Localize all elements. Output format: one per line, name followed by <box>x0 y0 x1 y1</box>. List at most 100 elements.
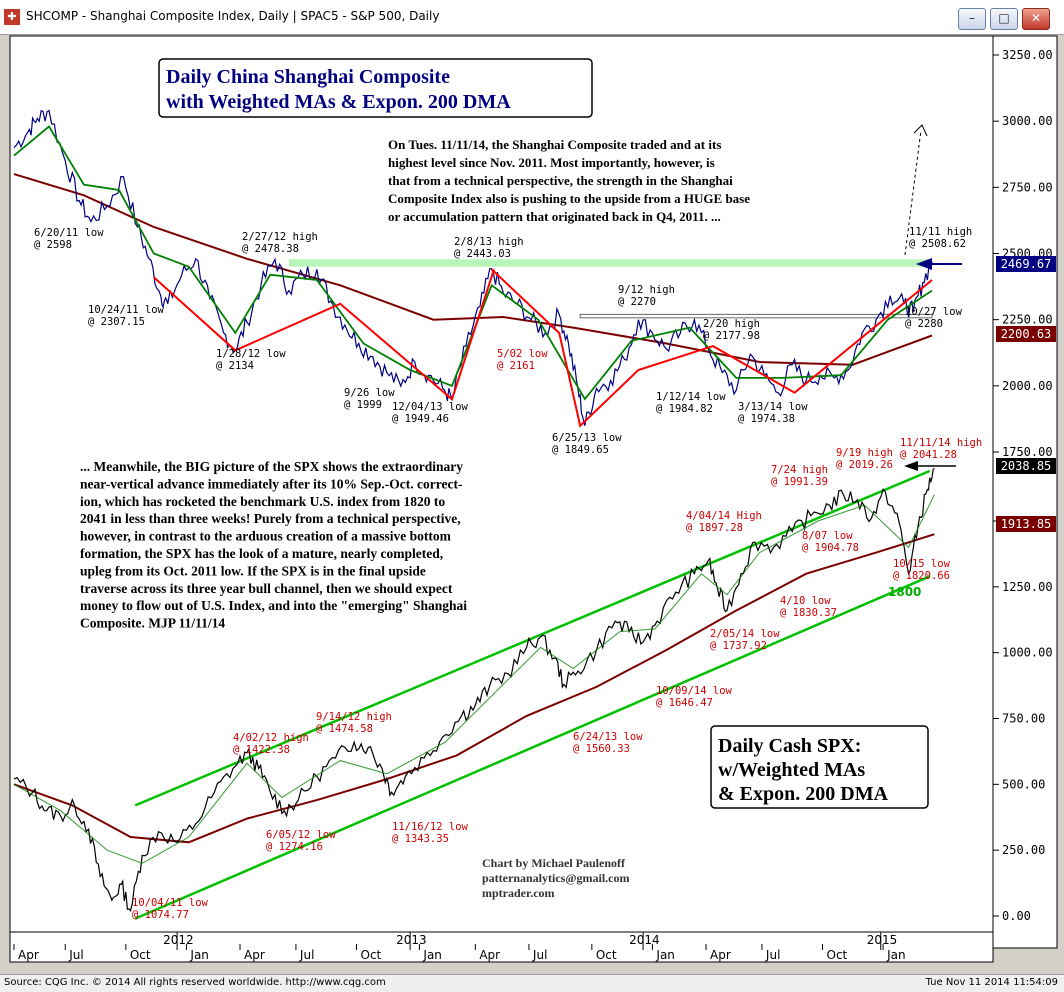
shanghai-annotation-label: 2/27/12 high <box>242 231 318 243</box>
x-axis-month-label: Jul <box>532 948 547 962</box>
spx-annotation-label: 9/14/12 high <box>316 711 392 723</box>
shanghai-commentary-line: On Tues. 11/11/14, the Shanghai Composit… <box>388 137 721 152</box>
spx-y-tick-label: 250.00 <box>1002 843 1045 857</box>
spx-annotation-label: @ 1991.39 <box>771 476 828 488</box>
credit-line: Chart by Michael Paulenoff <box>482 856 626 870</box>
maximize-icon[interactable]: □ <box>990 8 1018 30</box>
window-title: SHCOMP - Shanghai Composite Index, Daily… <box>26 9 440 23</box>
spx-annotation-label: 6/05/12 low <box>266 829 336 841</box>
x-axis-year-label: 2014 <box>629 933 660 947</box>
shanghai-series <box>13 109 933 426</box>
spx-annotation-label: @ 1422.38 <box>233 744 290 756</box>
x-axis-year-label: 2013 <box>396 933 427 947</box>
shanghai-annotations: 6/20/11 low@ 2598 10/24/11 low@ 2307.15 2/… <box>34 226 972 456</box>
spx-annotation-label: @ 1474.58 <box>316 723 373 735</box>
spx-channel-upper <box>134 469 931 807</box>
spx-annotation-label: 4/02/12 high <box>233 732 309 744</box>
shanghai-annotation-label: 6/25/13 low <box>552 432 622 444</box>
spx-channel-lower <box>134 575 931 920</box>
shanghai-annotation-label: @ 2307.15 <box>88 316 145 328</box>
shanghai-y-tick-label: 2250.00 <box>1002 313 1053 327</box>
shanghai-annotation-label: @ 2598 <box>34 239 72 251</box>
x-axis-year-label: 2012 <box>163 933 194 947</box>
x-axis-month-label: Jan <box>422 948 442 962</box>
shanghai-annotation-label: @ 1849.65 <box>552 444 609 456</box>
spx-title-line-2: w/Weighted MAs <box>718 759 865 781</box>
spx-annotation-label: 10/09/14 low <box>656 685 733 697</box>
spx-commentary-line: upleg from its Oct. 2011 low. If the SPX… <box>80 563 426 578</box>
shanghai-annotation-label: @ 2270 <box>618 296 656 308</box>
status-bar: Source: CQG Inc. © 2014 All rights reser… <box>0 974 1064 992</box>
spx-series <box>13 467 935 912</box>
shanghai-annotation-label: 9/12 high <box>618 284 675 296</box>
close-icon[interactable]: ✕ <box>1022 8 1050 30</box>
spx-title-box: Daily Cash SPX: w/Weighted MAs & Expon. … <box>710 725 929 809</box>
shanghai-annotation-label: @ 2134 <box>216 360 254 372</box>
shanghai-price-arrow-icon <box>916 258 962 270</box>
spx-annotation-label: 9/19 high <box>836 447 893 459</box>
shanghai-annotation-label: @ 2161 <box>497 360 535 372</box>
cqg-app-icon: ✚ <box>4 9 20 25</box>
shanghai-annotation-label: 1/28/12 low <box>216 348 286 360</box>
spx-commentary-line: traverse across its three year bull chan… <box>80 581 453 596</box>
x-axis-month-label: Apr <box>479 948 500 962</box>
shanghai-ema-tag: 2200.63 <box>996 326 1056 342</box>
spx-annotation-label: @ 1560.33 <box>573 743 630 755</box>
shanghai-annotation-label: 9/26 low <box>344 387 395 399</box>
spx-ema-tag: 1913.85 <box>996 516 1056 532</box>
spx-annotation-label: 11/11/14 high <box>900 437 982 449</box>
spx-annotations: 10/04/11 low@ 1074.77 4/02/12 high@ 1422.… <box>132 437 982 921</box>
x-axis-month-label: Oct <box>130 948 151 962</box>
shanghai-commentary-line: highest level since Nov. 2011. Most impo… <box>388 155 715 170</box>
shanghai-y-tick-label: 2000.00 <box>1002 379 1053 393</box>
x-axis-year-label: 2015 <box>867 933 898 947</box>
shanghai-annotation-label: @ 1999 <box>344 399 382 411</box>
x-axis-month-label: Jan <box>655 948 675 962</box>
shanghai-annotation-label: 10/24/11 low <box>88 304 165 316</box>
shanghai-annotation-label: 3/13/14 low <box>738 401 808 413</box>
minimize-icon[interactable]: – <box>958 8 986 30</box>
spx-annotation-label: @ 1074.77 <box>132 909 189 921</box>
spx-commentary-line: however, in contrast to the arduous crea… <box>80 529 452 544</box>
status-timestamp: Tue Nov 11 2014 11:54:09 <box>925 977 1058 988</box>
shanghai-y-tick-label: 2750.00 <box>1002 180 1053 194</box>
shanghai-annotation-label: @ 2280 <box>905 318 943 330</box>
credit-line: mptrader.com <box>482 886 555 900</box>
shanghai-annotation-label: 2/20 high <box>703 318 760 330</box>
shanghai-commentary: On Tues. 11/11/14, the Shanghai Composit… <box>388 137 750 224</box>
x-axis-month-label: Jul <box>299 948 314 962</box>
spx-price-arrow-icon <box>904 461 956 471</box>
spx-price-line <box>13 467 935 912</box>
spx-ema200-line <box>13 533 935 844</box>
shanghai-last-price-tag: 2469.67 <box>996 256 1056 272</box>
spx-annotation-label: 4/04/14 High <box>686 510 762 522</box>
shanghai-annotation-label: @ 2177.98 <box>703 330 760 342</box>
spx-annotation-label: 11/16/12 low <box>392 821 469 833</box>
shanghai-annotation-label: @ 2508.62 <box>909 238 966 250</box>
spx-y-tick-label: 0.00 <box>1002 909 1031 923</box>
spx-annotation-label: @ 1646.47 <box>656 697 713 709</box>
spx-ema-value: 1913.85 <box>1001 517 1052 531</box>
shanghai-last-price: 2469.67 <box>1001 257 1052 271</box>
spx-commentary-line: Composite. MJP 11/11/14 <box>80 616 225 631</box>
shanghai-trendline <box>153 269 495 402</box>
spx-annotation-label: @ 1343.35 <box>392 833 449 845</box>
x-axis-month-label: Oct <box>827 948 848 962</box>
spx-annotation-label: @ 1737.92 <box>710 640 767 652</box>
shanghai-annotation-label: @ 1949.46 <box>392 413 449 425</box>
shanghai-y-tick-label: 1750.00 <box>1002 445 1053 459</box>
shanghai-y-tick-label: 3250.00 <box>1002 48 1053 62</box>
shanghai-annotation-label: @ 2478.38 <box>242 243 299 255</box>
x-axis-month-label: Jul <box>68 948 83 962</box>
spx-annotation-label: 6/24/13 low <box>573 731 643 743</box>
shanghai-annotation-label: 12/04/13 low <box>392 401 469 413</box>
shanghai-trendlines <box>153 268 933 428</box>
resistance-zone <box>288 259 933 267</box>
shanghai-annotation-label: 5/02 low <box>497 348 548 360</box>
spx-commentary-line: near-vertical advance immediately after … <box>80 476 463 491</box>
shanghai-annotation-label: 11/11 high <box>909 226 972 238</box>
spx-wma-line <box>13 494 935 864</box>
price-scale-panel <box>992 35 1058 949</box>
spx-annotation-label: 2/05/14 low <box>710 628 780 640</box>
shanghai-title-line-1: Daily China Shanghai Composite <box>166 66 450 88</box>
